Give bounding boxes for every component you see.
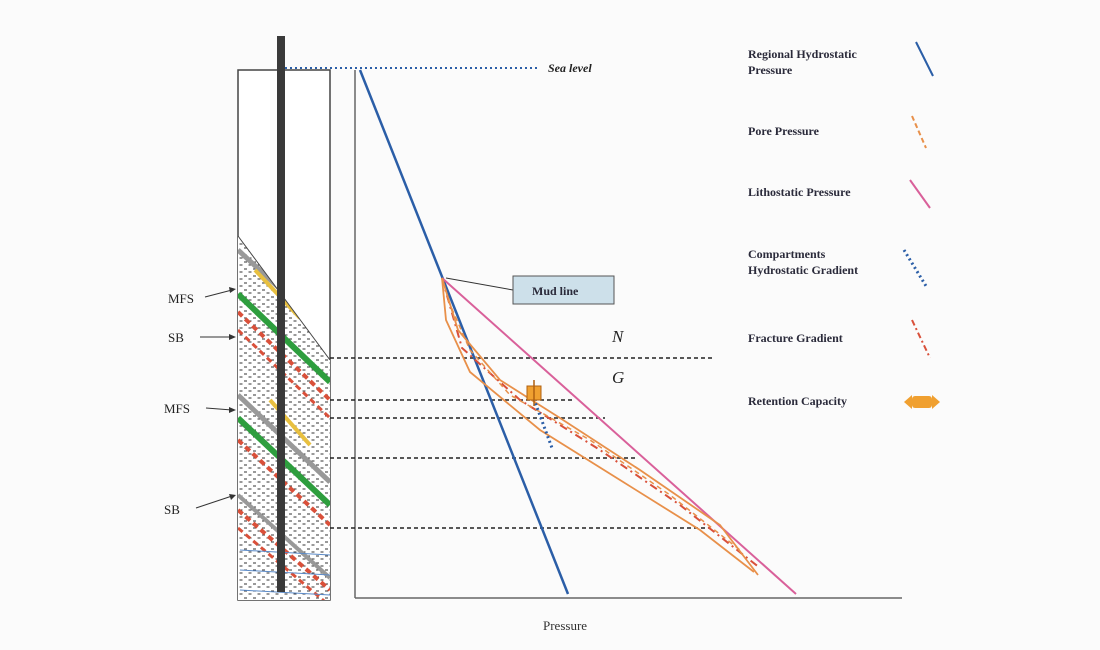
zone-g-label: G bbox=[612, 368, 624, 387]
side-label: MFS bbox=[168, 291, 194, 306]
legend-label: Hydrostatic Gradient bbox=[748, 263, 858, 277]
legend-label: Regional Hydrostatic bbox=[748, 47, 857, 61]
retention-capacity-marker bbox=[526, 380, 542, 406]
borehole bbox=[277, 36, 285, 592]
side-labels: MFS SB MFS SB bbox=[164, 287, 236, 517]
x-axis-label: Pressure bbox=[543, 618, 587, 633]
dashed-line-icon bbox=[911, 115, 927, 149]
legend: Regional Hydrostatic Pressure Pore Press… bbox=[748, 41, 940, 409]
sea-level-label: Sea level bbox=[548, 61, 592, 75]
side-label: SB bbox=[164, 502, 180, 517]
solid-line-icon bbox=[909, 179, 931, 209]
mud-line-callout: Mud line bbox=[445, 275, 615, 305]
axes: Pressure bbox=[354, 70, 902, 633]
legend-item-retention-capacity: Retention Capacity bbox=[748, 394, 940, 409]
pressure-curves bbox=[358, 69, 797, 595]
legend-item-lithostatic: Lithostatic Pressure bbox=[748, 179, 931, 209]
mud-line-label: Mud line bbox=[532, 284, 579, 298]
legend-item-compartments: Compartments Hydrostatic Gradient bbox=[748, 247, 928, 287]
mud-line-box bbox=[512, 275, 615, 305]
legend-label: Compartments bbox=[748, 247, 826, 261]
pore-pressure-dashed bbox=[447, 299, 741, 551]
side-label: MFS bbox=[164, 401, 190, 416]
well-column bbox=[237, 36, 331, 601]
pore-pressure-line bbox=[441, 277, 759, 576]
water-stripe bbox=[239, 589, 330, 596]
lithostatic-line bbox=[441, 277, 797, 595]
legend-item-pore-pressure: Pore Pressure bbox=[748, 115, 927, 149]
solid-line-icon bbox=[915, 41, 934, 77]
legend-item-fracture-gradient: Fracture Gradient bbox=[748, 319, 931, 359]
double-arrow-icon bbox=[904, 395, 940, 409]
fracture-gradient-line bbox=[441, 277, 761, 569]
side-label: SB bbox=[168, 330, 184, 345]
hydrocarbon-streak bbox=[268, 398, 312, 447]
sea-level-line: Sea level bbox=[285, 61, 592, 75]
zone-n-label: N bbox=[611, 327, 625, 346]
legend-label: Fracture Gradient bbox=[748, 331, 843, 345]
pore-pressure-line bbox=[441, 277, 755, 573]
legend-label: Pressure bbox=[748, 63, 793, 77]
dash-dot-line-icon bbox=[911, 319, 931, 359]
legend-label: Pore Pressure bbox=[748, 124, 820, 138]
legend-label: Lithostatic Pressure bbox=[748, 185, 851, 199]
legend-item-regional-hydrostatic: Regional Hydrostatic Pressure bbox=[748, 41, 934, 77]
legend-label: Retention Capacity bbox=[748, 394, 847, 408]
dotted-line-icon bbox=[902, 249, 928, 287]
hydrostatic-line bbox=[358, 69, 570, 595]
